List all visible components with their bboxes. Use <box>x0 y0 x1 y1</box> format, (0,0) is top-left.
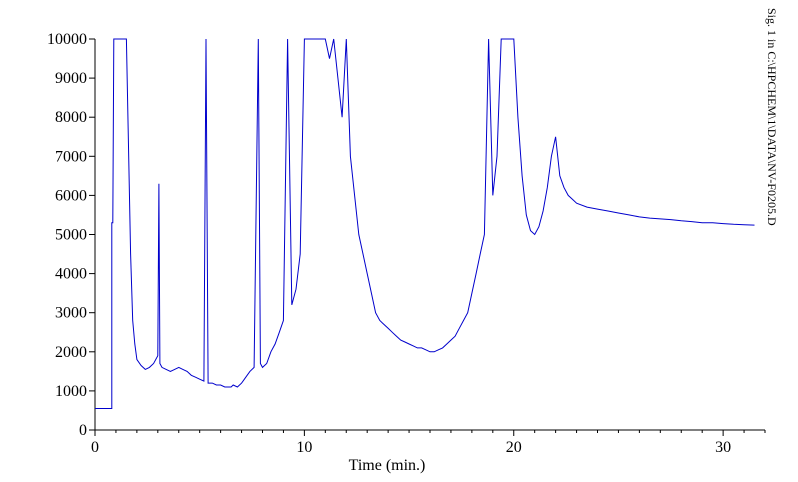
x-tick-label: 20 <box>506 439 522 456</box>
x-tick-label: 30 <box>715 439 731 456</box>
y-tick-label: 8000 <box>55 109 87 126</box>
y-tick-label: 9000 <box>55 70 87 87</box>
signal-trace-0 <box>95 38 755 409</box>
x-axis-title: Time (min.) <box>349 457 426 474</box>
x-tick-label: 10 <box>296 439 312 456</box>
x-axis: 0 10 20 30 <box>91 429 766 456</box>
y-tick-label: 7000 <box>55 148 87 165</box>
y-tick-label: 2000 <box>55 344 87 361</box>
y-tick-label: 6000 <box>55 187 87 204</box>
y-tick-label: 3000 <box>55 305 87 322</box>
y-tick-label: 4000 <box>55 266 87 283</box>
signal-file-label: Sig. 1 in C:\HPCHEM\1\DATA\NV-F0205.D <box>765 8 779 226</box>
y-tick-label: 1000 <box>55 383 87 400</box>
series-layer <box>95 38 755 409</box>
x-tick-label: 0 <box>91 439 99 456</box>
y-axis: 0 1000 2000 3000 4000 5000 6000 7000 8000 9000 100… <box>47 31 96 439</box>
y-tick-label: 10000 <box>47 31 87 48</box>
y-tick-label: 0 <box>79 422 87 439</box>
y-tick-label: 5000 <box>55 227 87 244</box>
